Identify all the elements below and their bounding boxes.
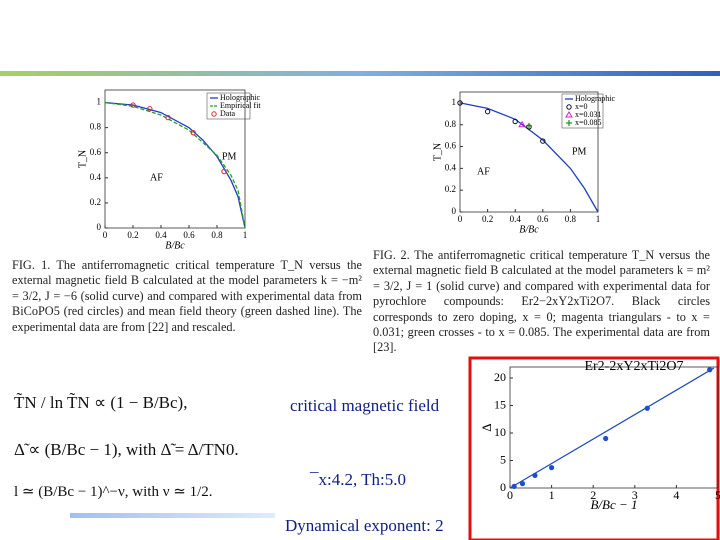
point [532, 472, 538, 478]
note: critical magnetic field [290, 396, 440, 415]
point [518, 120, 526, 128]
note: Dynamical exponent: 2 [285, 516, 444, 535]
y-tick-label: 0.2 [445, 184, 456, 194]
x-tick-label: 0.2 [482, 214, 493, 224]
formula: Δ̃ ∝ (B/Bc − 1), with Δ̃ = Δ/TN0. [14, 440, 239, 459]
point [165, 114, 171, 121]
legend-label: Holographic [575, 94, 615, 103]
y-tick-label: 0.4 [90, 172, 102, 182]
y-tick-label: 0 [97, 222, 102, 232]
point [512, 118, 518, 125]
legend-swatch [565, 111, 573, 118]
point [457, 100, 463, 106]
point [519, 481, 526, 487]
x-tick-label: 2 [590, 488, 596, 502]
legend-swatch [566, 104, 572, 110]
y-tick-label: 15 [494, 397, 506, 411]
x-tick-label: 1 [549, 488, 555, 502]
x-axis-label: B/Bc [519, 224, 539, 235]
x-tick-label: 1 [243, 230, 248, 240]
y-tick-label: 0.4 [445, 162, 457, 172]
y-tick-label: 0.6 [445, 141, 457, 151]
x-tick-label: 0.4 [510, 214, 522, 224]
x-tick-label: 4 [673, 488, 679, 502]
x-tick-label: 0.2 [127, 230, 138, 240]
point [147, 106, 153, 112]
formula: T̃N / ln T̃N ∝ (1 − B/Bc), [14, 393, 188, 412]
series-line [104, 101, 246, 229]
point [511, 483, 517, 489]
annotation: PM [222, 151, 237, 162]
series-line [459, 102, 599, 213]
x-tick-label: 3 [632, 488, 638, 502]
point [707, 367, 713, 373]
point [221, 168, 227, 175]
x-tick-label: 0.6 [537, 214, 549, 224]
legend-frame [206, 92, 251, 120]
point [603, 435, 609, 442]
note: ¯x:4.2, Th:5.0 [310, 470, 407, 489]
x-tick-label: 5 [715, 488, 720, 502]
point [484, 108, 491, 115]
y-tick-label: 0.2 [90, 197, 101, 207]
y-tick-label: 5 [500, 452, 506, 466]
annotation: PM [572, 146, 587, 157]
point [644, 405, 650, 411]
plot-frame [459, 91, 599, 213]
y-tick-label: 0 [452, 206, 457, 216]
y-axis-label: T_N [432, 143, 443, 161]
plot-frame [509, 366, 719, 489]
point [130, 102, 136, 108]
legend-label: x=0 [575, 102, 588, 111]
x-tick-label: 0.8 [565, 214, 577, 224]
annotation: AF [150, 172, 163, 183]
legend-swatch [211, 111, 217, 117]
y-axis-label: T_N [77, 150, 88, 168]
formula: l ≃ (B/Bc − 1)^−ν, with ν ≃ 1/2. [14, 484, 213, 500]
legend-label: x=0.085 [575, 118, 602, 127]
x-tick-label: 0 [507, 488, 513, 502]
point [549, 465, 555, 471]
series-line [509, 367, 715, 489]
y-tick-label: 0.8 [445, 119, 457, 129]
bottom-rule [70, 513, 275, 518]
y-tick-label: 1 [452, 97, 457, 107]
point [190, 129, 196, 136]
legend-label: Data [220, 109, 236, 118]
legend-frame [561, 93, 604, 129]
x-axis-label: B/Bc [165, 240, 185, 251]
caption: FIG. 2. The antiferromagnetic critical t… [373, 248, 710, 355]
top-rule [0, 71, 720, 76]
legend-swatch [566, 120, 572, 126]
y-tick-label: 0.8 [90, 122, 102, 132]
y-tick-label: 0.6 [90, 147, 102, 157]
chart-title: Er2-2xY2xTi2O7 [584, 359, 683, 374]
caption: FIG. 1. The antiferromagnetic critical t… [12, 258, 362, 334]
point [526, 122, 532, 129]
series-line [104, 101, 246, 229]
plot-frame [104, 89, 246, 229]
legend-label: x=0.031 [575, 110, 602, 119]
y-axis-label: Δ [479, 423, 494, 431]
y-tick-label: 1 [97, 97, 102, 107]
annotation: AF [477, 166, 490, 177]
point [540, 138, 546, 144]
y-tick-label: 0 [500, 480, 506, 494]
legend-label: Empirical fit [220, 101, 261, 110]
x-tick-label: 0.6 [183, 230, 195, 240]
x-tick-label: 0 [458, 214, 463, 224]
x-tick-label: 0 [103, 230, 108, 240]
y-tick-label: 10 [494, 425, 506, 439]
inset-frame [468, 356, 720, 540]
x-axis-label: B/Bc − 1 [590, 497, 637, 512]
y-tick-label: 20 [494, 370, 506, 384]
x-tick-label: 1 [596, 214, 601, 224]
x-tick-label: 0.4 [155, 230, 167, 240]
legend-label: Holographic [220, 93, 260, 102]
x-tick-label: 0.8 [211, 230, 223, 240]
